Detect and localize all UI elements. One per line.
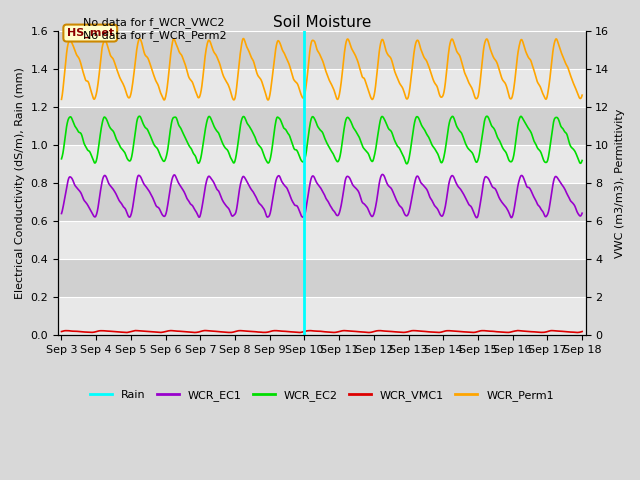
Bar <box>58 107 586 145</box>
Text: HS_met: HS_met <box>67 28 114 38</box>
Bar <box>58 183 586 221</box>
Legend: Rain, WCR_EC1, WCR_EC2, WCR_VMC1, WCR_Perm1: Rain, WCR_EC1, WCR_EC2, WCR_VMC1, WCR_Pe… <box>85 385 558 405</box>
Bar <box>58 31 586 69</box>
Y-axis label: VWC (m3/m3), Permittivity: VWC (m3/m3), Permittivity <box>615 108 625 258</box>
Bar <box>58 259 586 297</box>
Title: Soil Moisture: Soil Moisture <box>273 15 371 30</box>
Bar <box>58 69 586 107</box>
Text: No data for f_WCR_VWC2: No data for f_WCR_VWC2 <box>83 17 225 28</box>
Bar <box>58 145 586 183</box>
Text: No data for f_WCR_Perm2: No data for f_WCR_Perm2 <box>83 30 227 41</box>
Bar <box>58 221 586 259</box>
Bar <box>58 297 586 335</box>
Y-axis label: Electrical Conductivity (dS/m), Rain (mm): Electrical Conductivity (dS/m), Rain (mm… <box>15 67 25 299</box>
